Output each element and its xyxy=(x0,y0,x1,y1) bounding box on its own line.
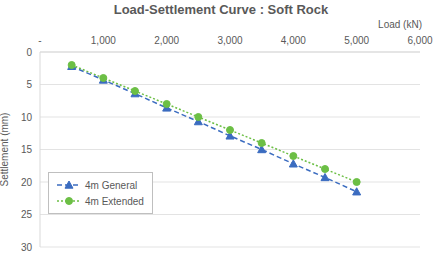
svg-text:3,000: 3,000 xyxy=(217,35,242,46)
svg-text:1,000: 1,000 xyxy=(91,35,116,46)
svg-text:-: - xyxy=(38,35,41,46)
svg-text:Settlement (mm): Settlement (mm) xyxy=(8,113,10,187)
svg-text:4,000: 4,000 xyxy=(281,35,306,46)
svg-text:2,000: 2,000 xyxy=(154,35,179,46)
html-text:4m Extended: 4m Extended xyxy=(85,195,144,207)
html-text:4m General: 4m General xyxy=(85,179,138,191)
svg-text:5: 5 xyxy=(26,79,32,90)
html-text:Load-Settlement Curve : Soft R: Load-Settlement Curve : Soft Rock xyxy=(113,2,329,17)
svg-text:25: 25 xyxy=(21,209,33,220)
svg-text:30: 30 xyxy=(21,242,33,253)
svg-text:6,000: 6,000 xyxy=(407,35,432,46)
svg-text:10: 10 xyxy=(21,112,33,123)
svg-text:20: 20 xyxy=(21,177,33,188)
svg-text:0: 0 xyxy=(26,47,32,58)
svg-text:5,000: 5,000 xyxy=(344,35,369,46)
svg-text:15: 15 xyxy=(21,144,33,155)
html-text:Load (kN): Load (kN) xyxy=(378,19,422,30)
